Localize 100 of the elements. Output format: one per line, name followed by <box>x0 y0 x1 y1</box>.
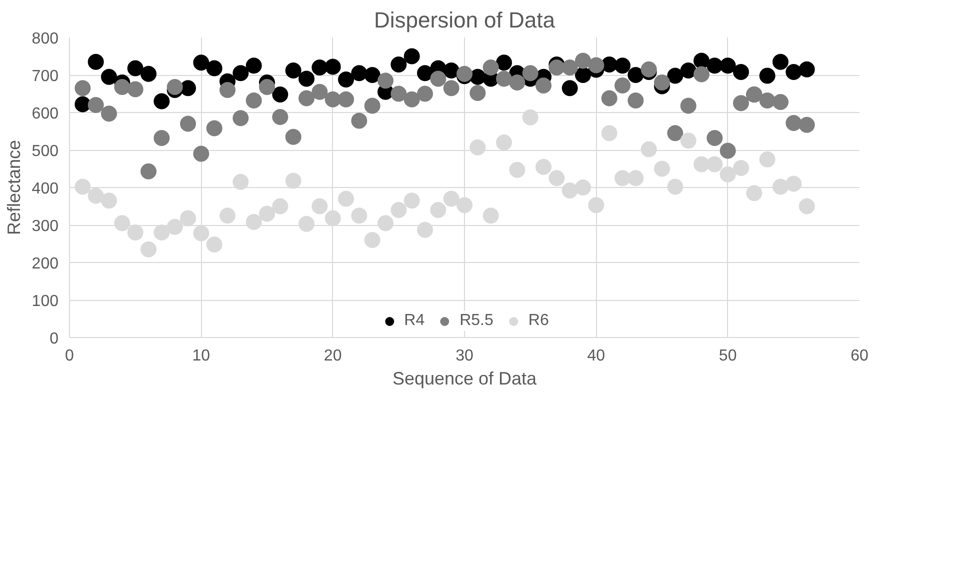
point <box>404 192 420 209</box>
point <box>667 68 684 84</box>
point <box>338 72 354 88</box>
point <box>759 151 776 168</box>
point <box>786 115 802 131</box>
point <box>312 198 328 214</box>
x-tick-label: 30 <box>456 348 474 364</box>
point <box>378 215 394 232</box>
point <box>378 72 394 89</box>
point <box>232 110 249 126</box>
point <box>482 60 499 76</box>
point <box>272 86 288 102</box>
legend-label: R4 <box>404 312 425 330</box>
point <box>470 85 486 101</box>
point <box>338 91 354 108</box>
point <box>733 95 749 112</box>
point <box>548 60 565 76</box>
x-tick-label: 60 <box>850 348 868 364</box>
point <box>193 146 210 162</box>
point <box>522 109 538 126</box>
point <box>417 222 433 238</box>
y-tick-label: 300 <box>32 218 59 235</box>
point <box>509 162 526 178</box>
point <box>88 188 104 204</box>
point <box>114 79 130 95</box>
point <box>798 116 815 133</box>
x-tick-label: 40 <box>587 348 606 364</box>
chart-title: Dispersion of Data <box>374 8 556 32</box>
point <box>312 60 328 76</box>
point <box>575 52 591 69</box>
y-tick-label: 100 <box>32 293 59 310</box>
point <box>88 97 104 113</box>
point <box>720 166 736 182</box>
point <box>193 54 210 71</box>
point <box>206 236 222 252</box>
point <box>733 64 749 80</box>
point <box>180 116 196 132</box>
point <box>786 64 802 80</box>
point <box>430 202 446 218</box>
point <box>562 182 578 198</box>
point <box>88 54 104 70</box>
y-axis-title: Reflectance <box>4 140 24 236</box>
point <box>127 224 144 240</box>
point <box>562 60 578 76</box>
point <box>298 90 314 106</box>
y-tick-label: 400 <box>32 180 59 198</box>
y-tick-label: 700 <box>32 68 59 85</box>
point <box>640 141 657 158</box>
point <box>166 79 183 95</box>
y-tick-label: 0 <box>50 330 59 348</box>
point <box>588 197 604 214</box>
point <box>798 198 815 214</box>
point <box>312 84 328 100</box>
point <box>759 92 776 108</box>
point <box>364 232 380 248</box>
point <box>206 60 222 76</box>
point <box>680 132 696 149</box>
point <box>443 190 460 207</box>
point <box>667 125 684 142</box>
legend-label: R6 <box>528 312 549 330</box>
point <box>272 109 288 125</box>
point <box>390 86 407 102</box>
point <box>522 65 538 82</box>
point <box>430 70 446 87</box>
point <box>351 65 368 82</box>
point <box>720 142 736 159</box>
point <box>298 216 314 232</box>
point <box>101 192 117 209</box>
point <box>114 215 130 232</box>
point <box>351 208 368 224</box>
legend-label: R5.5 <box>460 312 494 330</box>
point <box>640 61 657 78</box>
point <box>246 58 262 74</box>
point <box>798 61 815 78</box>
point <box>232 174 249 190</box>
point <box>536 78 552 94</box>
point <box>759 68 776 84</box>
point <box>706 156 723 172</box>
point <box>575 180 591 196</box>
point <box>390 56 407 72</box>
point <box>654 74 670 90</box>
point <box>694 66 710 82</box>
point <box>562 80 578 96</box>
point <box>140 66 156 82</box>
point <box>140 241 156 258</box>
point <box>193 225 210 242</box>
point <box>772 54 788 70</box>
point <box>496 134 512 150</box>
point <box>628 92 644 108</box>
point <box>232 65 249 82</box>
point <box>285 172 302 189</box>
point <box>101 106 117 122</box>
point <box>614 170 630 186</box>
point <box>338 190 354 207</box>
point <box>127 81 144 98</box>
point <box>628 67 644 83</box>
point <box>720 58 736 74</box>
point <box>588 57 604 74</box>
point <box>404 91 420 108</box>
point <box>246 92 262 108</box>
